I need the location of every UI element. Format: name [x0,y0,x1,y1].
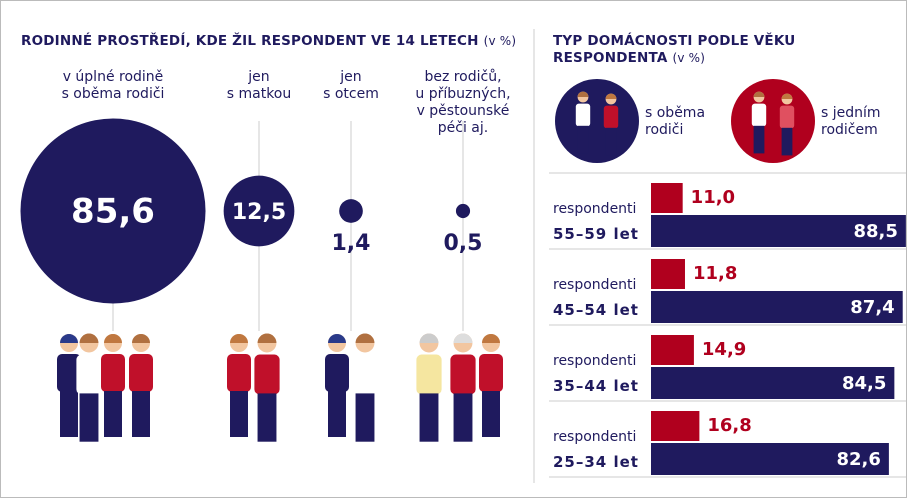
figure-legs [482,391,500,437]
figure-hair [420,334,439,343]
figure-body [227,354,251,392]
category-label: respondenti 35–44 let [553,349,639,400]
bubble [339,199,363,223]
figure-hair [258,334,277,343]
bar [651,411,699,441]
figure-body [479,354,503,392]
value-label: 11,8 [693,263,737,284]
figure-body [450,355,475,395]
bubble [456,204,470,218]
figure-legs [356,393,375,441]
value-label: 84,5 [842,373,886,394]
legend-label: s oběma rodiči [645,105,705,139]
figure-body [604,106,618,129]
value-label: 14,9 [702,339,746,360]
legend-label: s jedním rodičem [821,105,881,139]
category-label: v úplné rodině s oběma rodiči [33,69,193,103]
figure-body [76,355,101,395]
figure-body [352,355,377,395]
figure-body [254,355,279,395]
figure-legs [420,393,439,441]
bar [651,259,685,289]
figure-body [576,104,590,127]
figure-legs [132,391,150,437]
figure-hair [482,334,500,343]
figure-hair [356,334,375,343]
figure-legs [454,393,473,441]
figure-legs [230,391,248,437]
bar [651,335,694,365]
legend-badge [555,79,639,163]
category-label: respondenti 45–54 let [553,273,639,324]
figure-body [101,354,125,392]
figure-legs [104,391,122,437]
value-label: 0,5 [444,231,483,256]
value-label: 85,6 [71,192,155,232]
figure-legs [80,393,99,441]
figure-hair [60,334,78,343]
figure-hair [230,334,248,343]
infographic: 85,6 12,5 1,4 0,5 11,0 88,5 11,8 87,4 14,9 84,5 16… [0,0,907,498]
figure-legs [606,128,617,156]
chart-title: RODINNÉ PROSTŘEDÍ, KDE ŽIL RESPONDENT VE… [21,33,479,49]
category-label: respondenti 55–59 let [553,197,639,248]
figure-legs [258,393,277,441]
right-title-wrap: TYP DOMÁCNOSTI PODLE VĚKU RESPONDENTA (v… [553,33,795,67]
figure-legs [578,126,589,154]
figure-body [129,354,153,392]
legend-badge [731,79,815,163]
value-label: 11,0 [691,187,735,208]
figure-body [752,104,766,127]
category-label: respondenti 25–34 let [553,425,639,476]
bar [651,183,683,213]
value-label: 87,4 [850,297,894,318]
figure-hair [104,334,122,343]
value-label: 16,8 [707,415,751,436]
value-label: 88,5 [853,221,897,242]
left-title-wrap: RODINNÉ PROSTŘEDÍ, KDE ŽIL RESPONDENT VE… [21,33,516,49]
figure-hair [454,334,473,343]
figure-legs [328,391,346,437]
value-label: 12,5 [232,200,286,225]
figure-body [780,106,794,129]
figure-legs [782,128,793,156]
figure-body [416,355,441,395]
unit: (v %) [672,51,705,65]
figure-hair [132,334,150,343]
figure-body [325,354,349,392]
category-label: bez rodičů, u příbuzných, v pěstounské p… [383,69,543,137]
figure-legs [754,126,765,154]
figure-hair [80,334,99,343]
value-label: 82,6 [836,449,880,470]
figure-hair [328,334,346,343]
figure-legs [60,391,78,437]
value-label: 1,4 [332,231,371,256]
unit: (v %) [484,34,517,48]
